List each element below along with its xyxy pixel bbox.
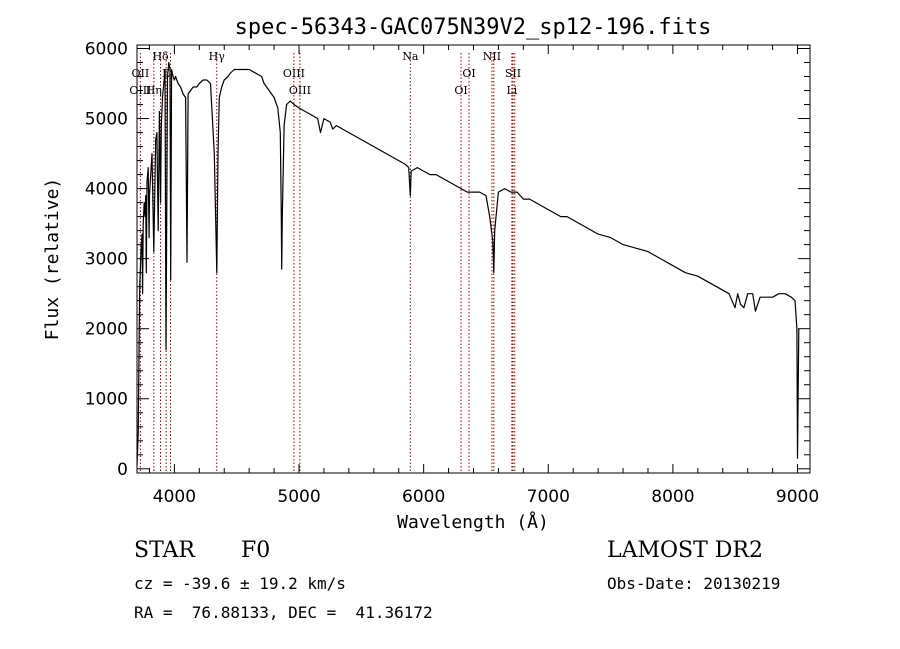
marker-label: OI bbox=[454, 84, 467, 97]
y-tick-label: 6000 bbox=[85, 40, 128, 60]
y-tick-label: 2000 bbox=[85, 320, 128, 340]
marker-label: OIII bbox=[289, 84, 311, 97]
y-tick-label: 3000 bbox=[85, 250, 128, 270]
x-tick-label: 4000 bbox=[153, 487, 196, 507]
marker-label: E bbox=[162, 67, 170, 80]
ra-dec: RA = 76.88133, DEC = 41.36172 bbox=[134, 603, 433, 622]
x-tick-label: 9000 bbox=[776, 487, 819, 507]
redshift-cz: cz = -39.6 ± 19.2 km/s bbox=[134, 574, 346, 593]
marker-label: SII bbox=[505, 67, 521, 80]
plot-frame bbox=[136, 44, 811, 474]
x-tick-label: 7000 bbox=[527, 487, 570, 507]
marker-label: OIII bbox=[283, 67, 305, 80]
y-tick-label: 5000 bbox=[85, 110, 128, 130]
marker-label: OI bbox=[462, 67, 475, 80]
marker-label: OII bbox=[132, 67, 150, 80]
spectrum-chart: spec-56343-GAC075N39V2_sp12-196.fits Hδ H… bbox=[42, 15, 819, 533]
survey-name: LAMOST DR2 bbox=[607, 538, 763, 563]
x-tick-label: 6000 bbox=[402, 487, 445, 507]
marker-label: NII bbox=[483, 50, 501, 63]
chart-title: spec-56343-GAC075N39V2_sp12-196.fits bbox=[235, 15, 712, 40]
x-axis-ticks: 4000 5000 6000 7000 8000 9000 bbox=[148, 45, 819, 507]
marker-lines bbox=[139, 53, 516, 473]
marker-label: Hη bbox=[146, 84, 162, 97]
y-axis-ticks: 0 1000 2000 3000 4000 5000 6000 bbox=[85, 40, 810, 480]
x-tick-label: 8000 bbox=[651, 487, 694, 507]
y-tick-label: 0 bbox=[117, 460, 128, 480]
spectral-subclass: F0 bbox=[241, 538, 271, 563]
spectrum-line bbox=[136, 61, 800, 465]
marker-label: Hγ bbox=[209, 50, 226, 63]
y-tick-label: 4000 bbox=[85, 180, 128, 200]
object-class: STAR bbox=[134, 538, 195, 563]
x-tick-label: 5000 bbox=[277, 487, 320, 507]
obs-date: Obs-Date: 20130219 bbox=[607, 574, 781, 593]
marker-label: Hδ bbox=[152, 50, 169, 63]
marker-label: Li bbox=[506, 84, 517, 97]
y-tick-label: 1000 bbox=[85, 390, 128, 410]
marker-label: Na bbox=[402, 50, 419, 63]
x-axis-label: Wavelength (Å) bbox=[397, 511, 549, 533]
y-axis-label: Flux (relative) bbox=[42, 178, 63, 341]
